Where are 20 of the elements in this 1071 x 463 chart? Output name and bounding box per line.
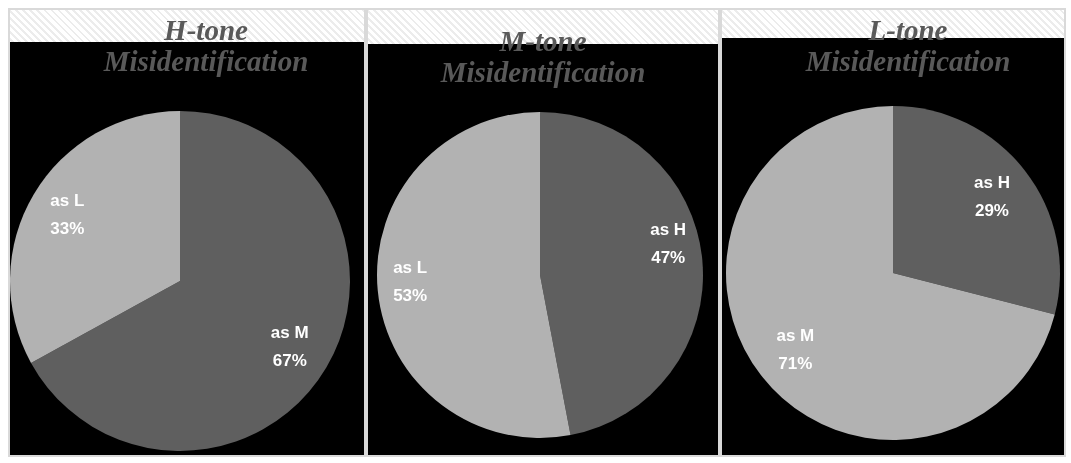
slice-label: as M	[270, 322, 309, 342]
pie-slice	[31, 111, 350, 451]
pie-slice	[726, 106, 1055, 440]
data-label: 47%	[651, 247, 686, 267]
slice-label: as L	[393, 258, 428, 278]
pie-slice	[377, 112, 571, 438]
slice-label: as H	[650, 219, 687, 239]
data-label: 29%	[974, 201, 1009, 221]
pie-slice	[10, 111, 180, 363]
slice-label: as L	[50, 191, 85, 211]
slice-label: as H	[974, 173, 1010, 193]
chart-title: H-tone Misidentification	[102, 14, 310, 77]
data-label: 71%	[778, 353, 813, 373]
data-label: 67%	[272, 350, 307, 370]
pie-slice	[893, 106, 1060, 315]
data-label: 53%	[393, 286, 428, 306]
pie-slice	[540, 112, 703, 436]
data-label: 33%	[50, 219, 85, 239]
chart-title: L-tone Misidentification	[804, 14, 1012, 77]
slice-label: as M	[776, 325, 815, 345]
